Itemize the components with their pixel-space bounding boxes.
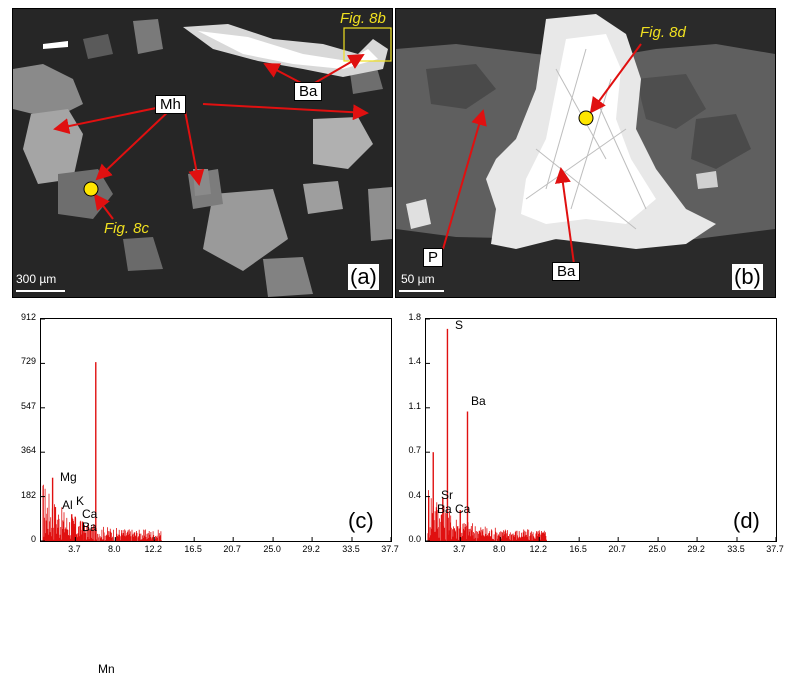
spectrum-background-noise	[42, 484, 162, 541]
caption-fig-8d: Fig. 8d	[640, 24, 686, 41]
x-tick-label: 8.0	[108, 544, 121, 554]
x-tick-label: 8.0	[493, 544, 506, 554]
x-tick-label: 16.5	[569, 544, 587, 554]
x-tick-label: 3.7	[453, 544, 466, 554]
x-tick-label: 37.7	[766, 544, 784, 554]
panel-letter-c: (c)	[348, 508, 374, 533]
label-p: P	[423, 248, 444, 267]
element-label-mg: Mg	[60, 470, 77, 484]
y-tick-label: 1.8	[408, 312, 421, 322]
element-label-k: K	[76, 494, 85, 508]
x-tick-label: 25.0	[648, 544, 666, 554]
x-tick-label: 25.0	[263, 544, 281, 554]
sem-image-a-drawing	[13, 9, 392, 297]
y-tick-label: 0.4	[408, 489, 421, 500]
y-tick-label: 547	[20, 400, 36, 411]
x-tick-label: 20.7	[223, 544, 241, 554]
x-tick-label: 16.5	[184, 544, 202, 554]
scale-label-b: 50 µm	[401, 272, 435, 286]
y-tick-label: 729	[20, 356, 36, 367]
x-tick-label: 20.7	[608, 544, 626, 554]
element-label-s: S	[455, 318, 464, 332]
caption-fig-8b: Fig. 8b	[340, 10, 386, 27]
spectrum-c-frame	[40, 318, 392, 542]
x-tick-label: 37.7	[381, 544, 399, 554]
panel-letter-a: (a)	[348, 264, 379, 290]
sem-image-b	[395, 8, 776, 298]
element-label-ba: Ba	[82, 520, 97, 534]
x-tick-label: 33.5	[342, 544, 360, 554]
x-tick-label: 3.7	[68, 544, 81, 554]
scale-label-a: 300 µm	[16, 272, 57, 286]
element-label-al: Al	[62, 498, 73, 512]
y-tick-label: 912	[20, 312, 36, 322]
y-tick-label: 1.1	[408, 400, 421, 411]
y-tick-label: 182	[20, 489, 36, 500]
label-ba-a: Ba	[294, 82, 323, 101]
y-tick-label: 0	[30, 534, 36, 544]
x-tick-label: 12.2	[144, 544, 163, 554]
spectrum-d-plot	[426, 318, 777, 542]
element-label-sr: Sr	[441, 488, 453, 502]
element-label-ba: Ba	[471, 394, 486, 408]
x-tick-label: 29.2	[687, 544, 705, 554]
sem-image-a	[12, 8, 393, 298]
sem-image-b-drawing	[396, 9, 775, 297]
y-tick-label: 1.4	[408, 356, 421, 367]
spectrum-d-frame	[425, 318, 777, 542]
label-mh: Mh	[155, 95, 186, 114]
element-label-mn: Mn	[98, 662, 115, 676]
y-tick-label: 364	[20, 445, 36, 456]
x-tick-label: 12.2	[529, 544, 548, 554]
x-tick-label: 33.5	[727, 544, 745, 554]
caption-fig-8c: Fig. 8c	[104, 220, 150, 237]
element-label-ca: Ca	[82, 507, 98, 521]
panel-letter-b: (b)	[732, 264, 763, 290]
y-tick-label: 0.0	[408, 534, 421, 544]
label-ba-b: Ba	[552, 262, 581, 281]
element-label-ca: Ca	[455, 502, 471, 516]
x-tick-label: 29.2	[302, 544, 320, 554]
y-tick-label: 0.7	[408, 445, 421, 456]
panel-letter-d: (d)	[733, 508, 760, 533]
element-label-ba: Ba	[437, 502, 452, 516]
